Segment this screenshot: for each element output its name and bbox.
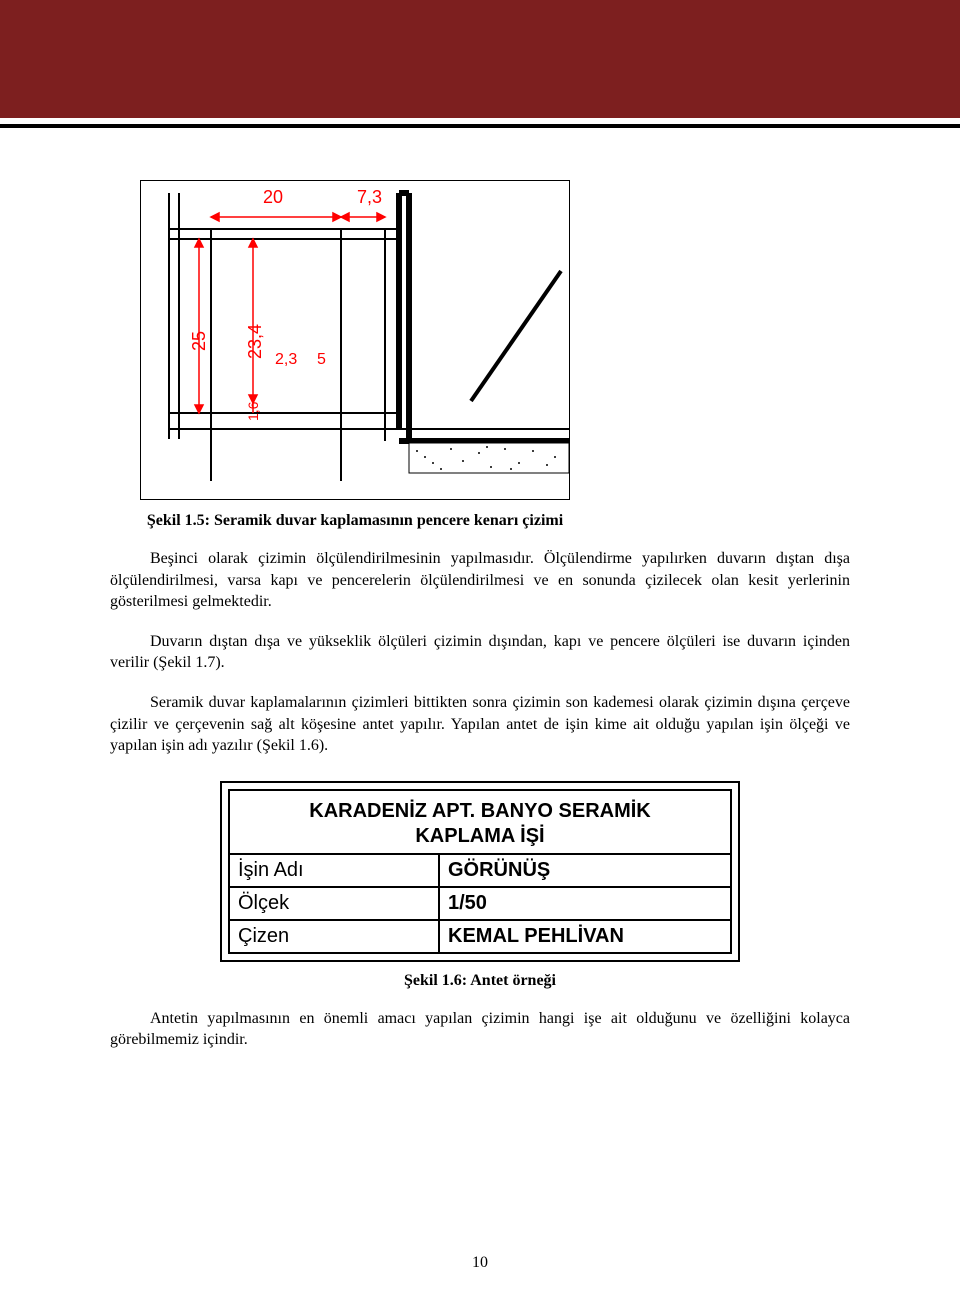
row1-label: İşin Adı: [230, 855, 440, 886]
figure-1-6-caption: Şekil 1.6: Antet örneği: [220, 972, 740, 990]
row3-value: KEMAL PEHLİVAN: [440, 921, 730, 952]
figure-1-5-diagram: 20 7,3 25 23,4 1,6 2,3 5: [140, 180, 570, 500]
dim-5: 5: [317, 351, 326, 369]
title-block-header-line2: KAPLAMA İŞİ: [415, 825, 544, 847]
dim-2-3: 2,3: [275, 351, 297, 369]
header-bar: [0, 0, 960, 118]
row2-value: 1/50: [440, 888, 730, 919]
table-row: Çizen KEMAL PEHLİVAN: [230, 921, 730, 952]
dim-20: 20: [263, 187, 283, 208]
paragraph-1: Beşinci olarak çizimin ölçülendirilmesin…: [110, 548, 850, 613]
title-block-inner: KARADENİZ APT. BANYO SERAMİK KAPLAMA İŞİ…: [228, 789, 732, 954]
title-block-header: KARADENİZ APT. BANYO SERAMİK KAPLAMA İŞİ: [230, 791, 730, 855]
row3-label: Çizen: [230, 921, 440, 952]
paragraph-2: Duvarın dıştan dışa ve yükseklik ölçüler…: [110, 631, 850, 674]
figure-1-5-wrap: 20 7,3 25 23,4 1,6 2,3 5 Şekil 1.5: Sera…: [140, 180, 570, 530]
paragraph-3: Seramik duvar kaplamalarının çizimleri b…: [110, 692, 850, 757]
title-block: KARADENİZ APT. BANYO SERAMİK KAPLAMA İŞİ…: [220, 781, 740, 962]
page-number: 10: [0, 1254, 960, 1272]
dim-1-6: 1,6: [245, 402, 261, 421]
title-block-header-line1: KARADENİZ APT. BANYO SERAMİK: [309, 800, 651, 822]
figure-1-5-caption: Şekil 1.5: Seramik duvar kaplamasının pe…: [140, 512, 570, 530]
dim-25: 25: [189, 331, 210, 351]
table-row: İşin Adı GÖRÜNÜŞ: [230, 855, 730, 888]
row2-label: Ölçek: [230, 888, 440, 919]
table-row: Ölçek 1/50: [230, 888, 730, 921]
dim-23-4: 23,4: [245, 324, 266, 359]
closing-paragraph: Antetin yapılmasının en önemli amacı yap…: [110, 1008, 850, 1051]
figure-1-6-wrap: KARADENİZ APT. BANYO SERAMİK KAPLAMA İŞİ…: [220, 781, 740, 990]
page-content: 20 7,3 25 23,4 1,6 2,3 5 Şekil 1.5: Sera…: [0, 128, 960, 1051]
dim-7-3: 7,3: [357, 187, 382, 208]
row1-value: GÖRÜNÜŞ: [440, 855, 730, 886]
